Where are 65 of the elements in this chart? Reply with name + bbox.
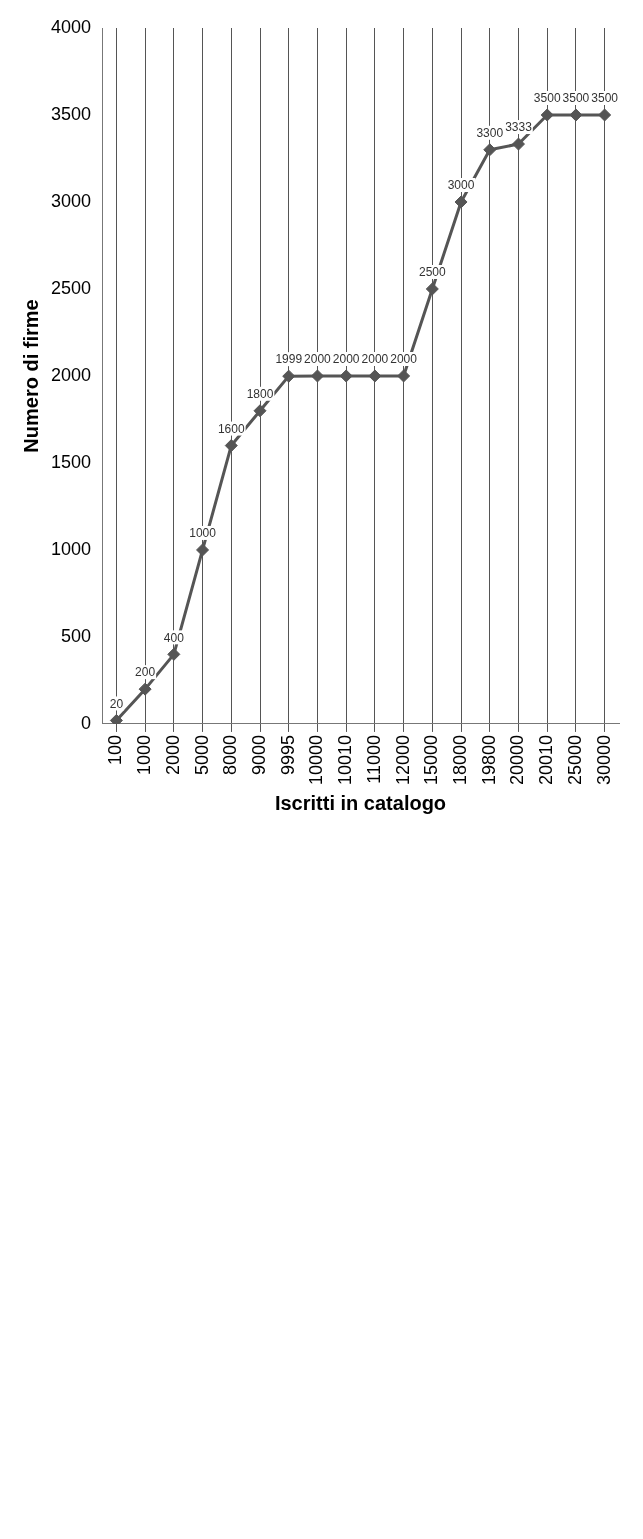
point [196, 543, 210, 557]
data-label: 20 [109, 696, 124, 711]
y-tick-label: 3500 [51, 103, 92, 124]
point [109, 713, 123, 724]
x-tick-label: 25000 [564, 734, 585, 786]
point [598, 108, 612, 122]
data-label: 3000 [447, 178, 475, 193]
point [282, 369, 296, 383]
x-tick-label: 15000 [421, 734, 442, 786]
data-label: 1000 [189, 526, 217, 541]
data-label: 2000 [332, 352, 360, 367]
x-tick-label: 30000 [593, 734, 614, 786]
x-tick-label: 2000 [162, 734, 183, 775]
point [368, 369, 382, 383]
x-tick-label: 5000 [191, 734, 212, 775]
x-tick-label: 12000 [392, 734, 413, 786]
point [569, 108, 583, 122]
point [397, 369, 411, 383]
x-tick-label: 8000 [220, 734, 241, 775]
y-tick-label: 2500 [51, 277, 92, 298]
point [425, 282, 439, 296]
point [483, 143, 497, 157]
x-axis-title: Iscritti in catalogo [274, 791, 447, 814]
y-tick-label: 3000 [51, 190, 92, 211]
x-tick-label: 20000 [507, 734, 528, 786]
data-label: 3500 [533, 91, 561, 106]
data-label: 2000 [361, 352, 389, 367]
data-label: 3500 [562, 91, 590, 106]
x-tick-label: 11000 [363, 734, 384, 784]
y-tick-label: 500 [61, 625, 92, 646]
point [138, 682, 152, 696]
x-tick-label: 10010 [335, 734, 356, 786]
point [253, 404, 267, 418]
point [511, 137, 525, 151]
data-label: 2000 [390, 352, 418, 367]
data-label: 3333 [505, 120, 533, 135]
data-label: 1999 [275, 352, 303, 367]
data-label: 400 [163, 630, 185, 645]
x-tick-label: 18000 [450, 734, 471, 786]
point [310, 369, 324, 383]
y-tick-label: 0 [81, 712, 92, 733]
x-tick-label: 20010 [536, 734, 557, 786]
x-tick-label: 9000 [248, 734, 269, 775]
data-label: 2500 [418, 265, 446, 280]
x-tick-label: 9995 [277, 734, 298, 775]
x-tick-label: 10000 [306, 734, 327, 786]
data-label: 1800 [246, 387, 274, 402]
y-tick-label: 4000 [51, 16, 92, 37]
point [167, 647, 181, 661]
point [540, 108, 554, 122]
data-label: 2000 [304, 352, 332, 367]
point [224, 439, 238, 453]
data-label: 200 [135, 665, 156, 680]
y-tick-label: 1000 [51, 538, 92, 559]
data-label: 1600 [217, 421, 245, 436]
x-tick-label: 1000 [134, 734, 155, 775]
point [339, 369, 353, 383]
point [454, 195, 468, 209]
y-tick-label: 1500 [51, 451, 92, 472]
y-tick-label: 2000 [51, 364, 92, 385]
data-label: 3300 [476, 126, 504, 141]
x-tick-label: 19800 [478, 734, 499, 786]
x-tick-label: 100 [105, 734, 126, 765]
y-axis-title: Numero di firme [19, 299, 42, 453]
data-label: 3500 [591, 91, 619, 106]
